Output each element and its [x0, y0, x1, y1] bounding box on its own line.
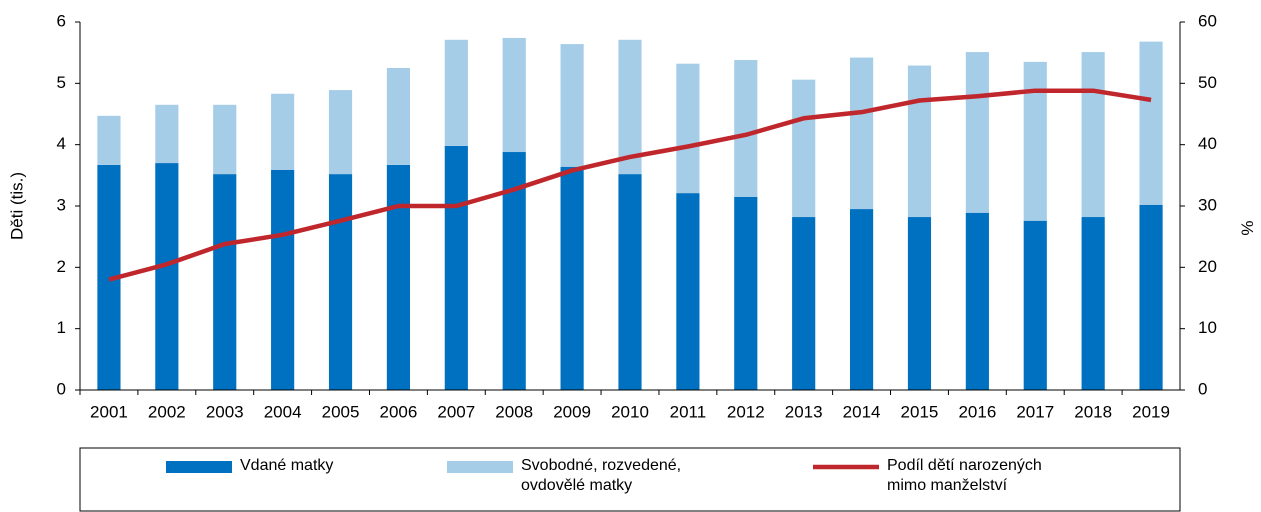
- y-tick-label: 1: [57, 318, 66, 337]
- y2-tick-label: 30: [1198, 195, 1217, 214]
- legend-swatch: [166, 461, 232, 473]
- x-tick-label: 2002: [148, 402, 186, 421]
- bar: [97, 115, 121, 165]
- y-tick-label: 0: [57, 379, 66, 398]
- x-tick-label: 2017: [1016, 402, 1054, 421]
- x-tick-label: 2006: [380, 402, 418, 421]
- x-tick-label: 2016: [958, 402, 996, 421]
- bar: [444, 145, 468, 390]
- y2-tick-label: 50: [1198, 73, 1217, 92]
- y2-tick-label: 0: [1198, 379, 1207, 398]
- y-tick-label: 5: [57, 73, 66, 92]
- bar: [328, 174, 353, 390]
- y-tick-label: 3: [57, 195, 66, 214]
- bar: [734, 60, 758, 197]
- bar: [1081, 52, 1105, 218]
- bar: [792, 217, 816, 390]
- bar: [1139, 204, 1163, 390]
- bar: [1023, 61, 1047, 221]
- y2-tick-label: 20: [1198, 257, 1217, 276]
- x-tick-label: 2008: [495, 402, 533, 421]
- bar: [386, 68, 410, 165]
- x-tick-label: 2012: [727, 402, 765, 421]
- bar: [560, 166, 584, 390]
- bar: [1081, 217, 1105, 390]
- bar: [734, 196, 758, 390]
- x-tick-label: 2019: [1132, 402, 1170, 421]
- bar: [676, 193, 700, 390]
- bar: [386, 164, 410, 390]
- bar: [1139, 41, 1163, 205]
- line: [108, 88, 1152, 282]
- y-axis-label: Děti (tis.): [7, 172, 26, 240]
- legend-box: [79, 447, 1181, 512]
- bar: [676, 63, 700, 194]
- bar: [271, 169, 295, 390]
- y2-tick-label: 10: [1198, 318, 1217, 337]
- x-tick-label: 2005: [322, 402, 360, 421]
- x-tick-label: 2007: [437, 402, 475, 421]
- y-tick-label: 6: [57, 11, 66, 30]
- bar: [850, 209, 874, 390]
- x-tick-label: 2018: [1074, 402, 1112, 421]
- bar: [213, 174, 237, 390]
- bar: [502, 37, 526, 153]
- x-tick-label: 2009: [553, 402, 591, 421]
- bar: [907, 217, 932, 390]
- bar: [502, 152, 526, 390]
- bar: [155, 163, 179, 390]
- x-tick-label: 2011: [670, 402, 707, 421]
- x-tick-label: 2010: [611, 402, 649, 421]
- y2-tick-label: 40: [1198, 134, 1217, 153]
- y-tick-label: 2: [57, 257, 66, 276]
- bar: [792, 79, 816, 218]
- bar: [618, 174, 642, 390]
- bar: [328, 90, 353, 175]
- bar: [213, 104, 237, 175]
- legend-label: Vdané matky: [240, 457, 334, 474]
- x-tick-label: 2003: [206, 402, 244, 421]
- bar: [271, 93, 295, 170]
- legend-label: Svobodné, rozvedené, ovdovělé matky: [521, 457, 682, 494]
- x-tick-label: 2004: [264, 402, 302, 421]
- bar: [965, 52, 989, 213]
- y-tick-label: 4: [57, 134, 66, 153]
- x-tick-label: 2001: [90, 402, 128, 421]
- y2-axis-label: %: [1238, 220, 1257, 235]
- legend-swatch: [447, 461, 513, 473]
- bar: [850, 57, 874, 210]
- bar: [560, 44, 584, 167]
- legend-label: Podíl dětí narozených mimo manželství: [887, 457, 1042, 494]
- bar: [965, 212, 989, 390]
- bar: [444, 39, 468, 146]
- y2-tick-label: 60: [1198, 11, 1217, 30]
- bar: [618, 39, 642, 175]
- x-tick-label: 2014: [843, 402, 881, 421]
- x-tick-label: 2015: [901, 402, 939, 421]
- bar: [907, 65, 932, 218]
- bar: [155, 104, 179, 164]
- bar: [1023, 220, 1047, 390]
- x-tick-label: 2013: [785, 402, 823, 421]
